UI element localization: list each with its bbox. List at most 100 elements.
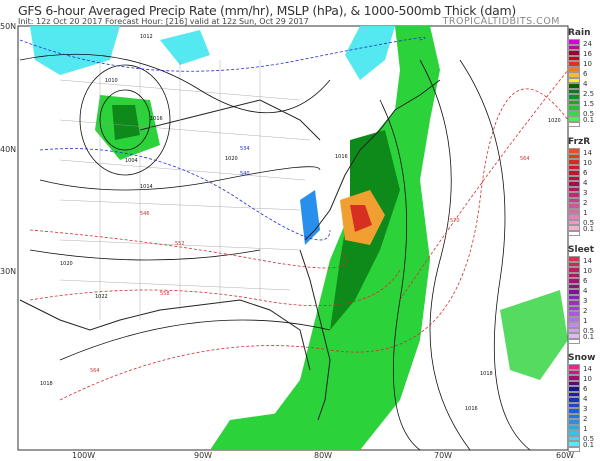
legend-label: 16 — [583, 50, 592, 58]
map-frame — [17, 25, 569, 451]
legend-label: 10 — [583, 159, 592, 167]
legend-swatch — [568, 278, 580, 284]
isobar-label: 1020 — [548, 118, 561, 124]
legend-frzr: FrzR 14 10 6 4 3 2 1 0.5 0.1 — [568, 137, 600, 236]
legend-swatch — [568, 192, 580, 198]
legend-label: 6 — [583, 277, 588, 285]
legend-label: 0.5 — [583, 110, 595, 118]
legend-swatch — [568, 159, 580, 165]
isobar-label: 1022 — [95, 294, 108, 300]
legend-swatch — [568, 170, 580, 176]
legend-label: 10 — [583, 267, 592, 275]
legend-label: 1.5 — [583, 100, 595, 108]
legend-label: 6 — [583, 169, 588, 177]
legend-swatch — [568, 369, 580, 375]
isobar-label: 1020 — [225, 156, 238, 162]
legend-sleet: Sleet 14 10 6 4 3 2 1 0.5 0.1 — [568, 245, 600, 344]
legend-swatch — [568, 327, 580, 333]
legend-label: 10 — [583, 375, 592, 383]
legend-swatch — [568, 289, 580, 295]
legend-label: 0.5 — [583, 327, 595, 335]
legend-swatch — [568, 380, 580, 386]
legend-swatch — [568, 208, 580, 214]
isobar-label: 1018 — [40, 381, 53, 387]
isobar-label: 1016 — [150, 116, 163, 122]
legend-label: 3 — [583, 189, 588, 197]
legend-swatch — [568, 99, 580, 105]
lat-label: 30N — [0, 267, 17, 276]
legend-label: 14 — [583, 149, 592, 157]
legend-swatch — [568, 175, 580, 181]
legend-swatch — [568, 66, 580, 72]
legend-swatch — [568, 261, 580, 267]
chart-title: GFS 6-hour Averaged Precip Rate (mm/hr),… — [18, 3, 516, 18]
legend-label: 24 — [583, 40, 592, 48]
legend-swatch — [568, 225, 580, 231]
legend-label: 0.1 — [583, 333, 595, 341]
legend-swatch — [568, 322, 580, 328]
legend-swatch — [568, 164, 580, 170]
thickness-label: 564 — [520, 156, 530, 162]
legend-swatch — [568, 294, 580, 300]
legend-snow: Snow 14 10 6 4 3 2 1 0.5 0.1 — [568, 353, 600, 452]
thickness-label: 570 — [450, 218, 460, 224]
legend-label: 0.1 — [583, 441, 595, 449]
legend-title: FrzR — [568, 137, 591, 147]
legend-swatch — [568, 435, 580, 441]
legend-label: 2 — [583, 307, 588, 315]
legend-title: Sleet — [568, 245, 595, 255]
legend-swatch — [568, 110, 580, 116]
thickness-label: 558 — [160, 291, 170, 297]
lon-label: 100W — [72, 451, 96, 460]
brand-watermark: TROPICALTIDBITS.COM — [442, 16, 560, 27]
legend-swatch — [568, 186, 580, 192]
legend-label: 0.1 — [583, 116, 595, 124]
legend-swatch — [568, 338, 580, 344]
legend-swatch — [568, 88, 580, 94]
isobar-label: 1018 — [480, 371, 493, 377]
legend-swatch — [568, 441, 580, 447]
isobar-label: 1012 — [140, 34, 153, 40]
legend-swatch — [568, 413, 580, 419]
lon-label: 70W — [434, 451, 453, 460]
legend-label: 2 — [583, 199, 588, 207]
legend-swatch — [568, 148, 580, 154]
legend-swatch — [568, 197, 580, 203]
precip-rain — [95, 26, 568, 450]
isobar-label: 1020 — [60, 261, 73, 267]
legend-label: 10 — [583, 60, 592, 68]
forecast-info: Init: 12z Oct 20 2017 Forecast Hour: [21… — [18, 17, 309, 26]
legend-swatch — [568, 267, 580, 273]
legend-swatch — [568, 364, 580, 370]
legend-swatch — [568, 256, 580, 262]
thickness-label: 540 — [240, 171, 250, 177]
lon-label: 80W — [314, 451, 333, 460]
legend-swatch — [568, 203, 580, 209]
legend-swatch — [568, 408, 580, 414]
legend-swatch — [568, 300, 580, 306]
legend-swatch — [568, 305, 580, 311]
isobar-label: 1016 — [335, 154, 348, 160]
legend-label: 4 — [583, 395, 588, 403]
legend-swatch — [568, 316, 580, 322]
legend-swatch — [568, 391, 580, 397]
lon-label: 90W — [194, 451, 213, 460]
legend-swatch — [568, 116, 580, 122]
legend-swatch — [568, 230, 580, 236]
legend-swatch — [568, 283, 580, 289]
thickness-label: 564 — [90, 368, 100, 374]
legend-swatch — [568, 50, 580, 56]
legend-label: 2 — [583, 415, 588, 423]
legend-swatch — [568, 402, 580, 408]
legend-swatch — [568, 39, 580, 45]
thickness-lines — [19, 37, 568, 401]
legend-rain: Rain 24 16 10 6 4 2.5 1.5 0.5 0.1 — [568, 28, 600, 127]
legend-swatch — [568, 77, 580, 83]
legend-swatch — [568, 105, 580, 111]
legend-label: 1 — [583, 317, 588, 325]
legend-label: 4 — [583, 179, 588, 187]
legend-swatch — [568, 419, 580, 425]
legend-label: 4 — [583, 287, 588, 295]
lat-label: 40N — [0, 145, 17, 154]
